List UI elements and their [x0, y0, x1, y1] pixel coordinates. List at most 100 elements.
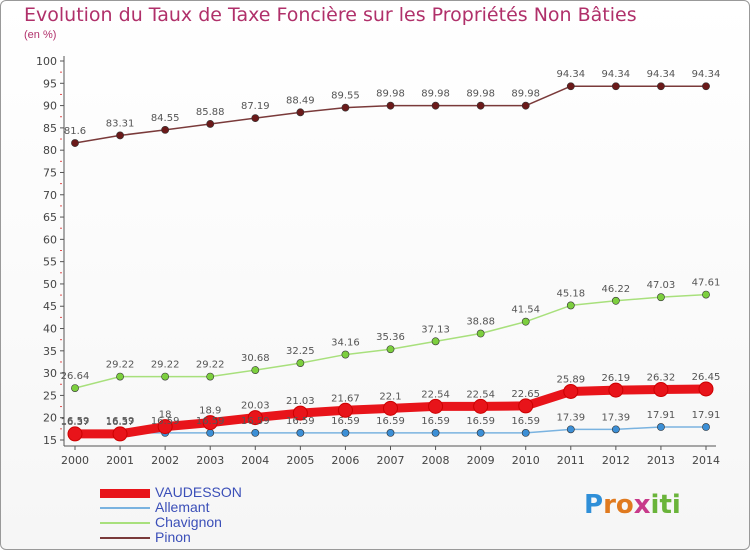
legend-label: Pinon [155, 529, 191, 545]
y-tick-label: 50 [43, 278, 57, 291]
unit-label: (en %) [24, 29, 57, 41]
data-point-vaudesson [292, 405, 308, 421]
data-label-pinon: 89.98 [511, 89, 540, 100]
data-label-chavignon: 29.22 [151, 360, 180, 371]
data-point-chavignon [341, 350, 350, 359]
data-point-chavignon [566, 301, 575, 310]
data-point-chavignon [431, 337, 440, 346]
logo-letter: P [584, 490, 604, 520]
data-point-chavignon [71, 384, 79, 392]
data-label-chavignon: 37.13 [421, 324, 450, 335]
data-point-pinon [296, 108, 305, 117]
x-tick-label: 2004 [241, 454, 269, 467]
data-label-vaudesson: 18.9 [199, 406, 221, 417]
data-label-pinon: 94.34 [556, 69, 585, 80]
y-tick-label: 100 [36, 55, 57, 68]
data-label-allemant: 16.59 [106, 416, 135, 427]
data-point-vaudesson [202, 415, 218, 431]
data-point-vaudesson [473, 398, 489, 414]
data-point-allemant [566, 425, 575, 434]
proxiti-logo: Proxiti [584, 490, 681, 520]
data-label-chavignon: 26.64 [61, 371, 90, 382]
data-point-vaudesson [247, 410, 263, 426]
data-label-pinon: 94.34 [692, 69, 721, 80]
y-tick-label: 15 [43, 434, 57, 447]
data-label-chavignon: 47.61 [692, 278, 721, 289]
data-label-vaudesson: 20.03 [241, 401, 270, 412]
data-point-chavignon [476, 329, 485, 338]
data-point-allemant [521, 429, 530, 437]
x-tick-label: 2009 [467, 454, 495, 467]
data-label-allemant: 17.91 [647, 410, 676, 421]
data-point-chavignon [206, 372, 215, 381]
data-point-pinon [431, 101, 440, 110]
data-point-pinon [611, 82, 620, 91]
data-label-allemant: 16.59 [61, 416, 90, 427]
data-label-pinon: 89.98 [466, 89, 495, 100]
chart-title: Evolution du Taux de Taxe Foncière sur l… [24, 4, 637, 26]
data-point-pinon [566, 82, 575, 91]
x-tick-label: 2010 [512, 454, 540, 467]
y-tick-label: 45 [43, 300, 57, 313]
data-label-pinon: 88.49 [286, 95, 315, 106]
data-label-allemant: 16.59 [196, 416, 225, 427]
data-point-allemant [657, 423, 665, 431]
y-tick-label: 95 [43, 77, 57, 90]
data-point-chavignon [657, 293, 665, 302]
data-label-chavignon: 35.36 [376, 332, 405, 343]
data-label-vaudesson: 25.89 [556, 374, 585, 385]
data-point-allemant [611, 425, 620, 434]
data-label-chavignon: 30.68 [241, 353, 270, 364]
data-point-pinon [161, 125, 170, 134]
x-tick-label: 2002 [151, 454, 179, 467]
x-tick-label: 2001 [106, 454, 134, 467]
data-point-pinon [71, 139, 79, 147]
x-tick-label: 2011 [557, 454, 585, 467]
x-tick-label: 2005 [286, 454, 314, 467]
data-label-chavignon: 38.88 [466, 317, 495, 328]
data-point-pinon [341, 103, 350, 112]
legend-label: Allemant [155, 499, 210, 515]
data-point-vaudesson [563, 383, 579, 399]
data-point-pinon [251, 114, 260, 123]
y-tick-label: 85 [43, 122, 57, 135]
data-label-pinon: 94.34 [602, 69, 631, 80]
data-point-allemant [476, 429, 485, 437]
data-label-chavignon: 29.22 [196, 360, 225, 371]
data-point-chavignon [116, 372, 124, 381]
data-point-vaudesson [67, 426, 83, 442]
data-label-vaudesson: 21.03 [286, 396, 315, 407]
data-point-chavignon [521, 317, 530, 326]
data-label-allemant: 16.59 [511, 416, 540, 427]
logo-letter: i [671, 490, 681, 520]
data-label-vaudesson: 18 [159, 410, 172, 421]
data-point-vaudesson [698, 381, 714, 397]
data-point-allemant [206, 429, 215, 437]
data-point-vaudesson [608, 382, 624, 398]
data-point-chavignon [251, 366, 260, 374]
data-label-pinon: 83.31 [106, 118, 135, 129]
x-tick-label: 2008 [422, 454, 450, 467]
data-label-vaudesson: 26.45 [692, 372, 721, 383]
data-label-vaudesson: 26.32 [647, 373, 676, 384]
data-point-pinon [702, 82, 710, 91]
data-point-pinon [386, 101, 395, 110]
data-point-vaudesson [518, 398, 534, 414]
data-label-allemant: 16.59 [466, 416, 495, 427]
data-label-pinon: 87.19 [241, 101, 270, 112]
data-label-vaudesson: 21.67 [331, 393, 360, 404]
data-point-vaudesson [157, 419, 173, 435]
data-label-pinon: 94.34 [647, 69, 676, 80]
x-tick-label: 2000 [61, 454, 89, 467]
data-label-chavignon: 41.54 [511, 305, 540, 316]
data-label-pinon: 84.55 [151, 113, 180, 124]
legend-swatch [100, 522, 150, 524]
y-tick-label: 70 [43, 189, 57, 202]
y-tick-label: 90 [43, 100, 57, 113]
data-label-vaudesson: 22.54 [466, 389, 495, 400]
data-point-pinon [206, 120, 215, 128]
data-point-allemant [431, 429, 440, 437]
data-point-pinon [657, 82, 665, 91]
data-label-allemant: 17.39 [556, 412, 585, 423]
